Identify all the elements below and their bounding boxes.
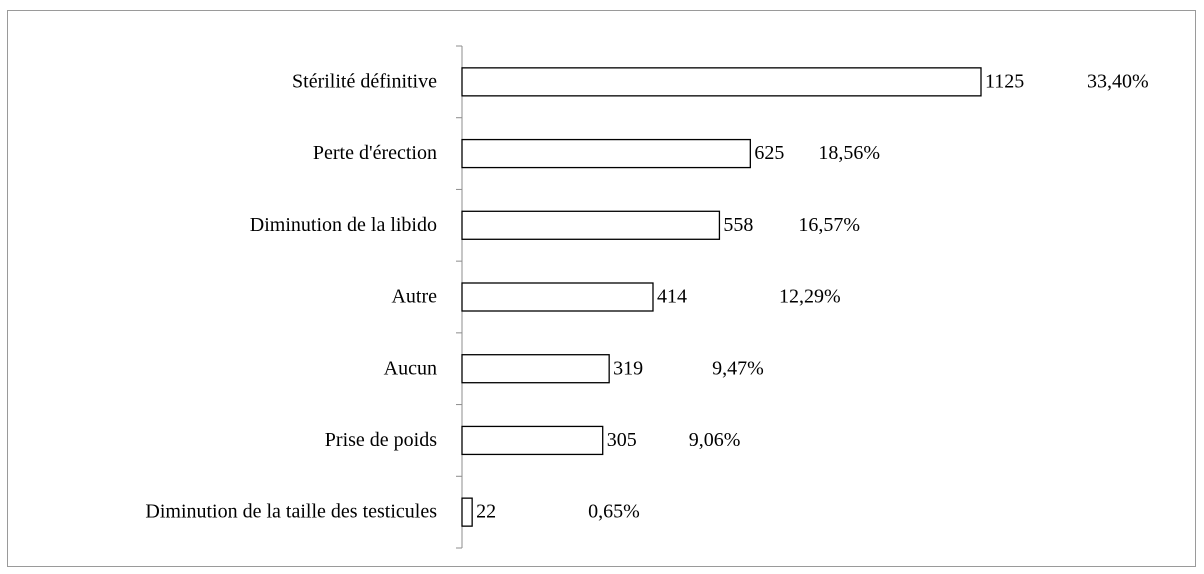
category-label: Stérilité définitive — [292, 70, 437, 92]
category-label: Autre — [391, 286, 437, 308]
bar — [461, 67, 982, 97]
category-label: Aucun — [384, 357, 437, 379]
value-label: 414 — [657, 286, 687, 308]
value-label: 22 — [476, 501, 496, 523]
percent-label: 9,06% — [689, 429, 741, 451]
bar — [461, 138, 751, 169]
percent-label: 33,40% — [1087, 70, 1149, 92]
percent-label: 0,65% — [588, 501, 640, 523]
percent-label: 9,47% — [712, 357, 764, 379]
percent-label: 16,57% — [798, 214, 860, 236]
value-label: 625 — [754, 142, 784, 164]
bar — [461, 354, 610, 384]
value-label: 1125 — [985, 70, 1024, 92]
category-label: Diminution de la libido — [250, 214, 437, 236]
value-label: 319 — [613, 357, 643, 379]
category-label: Prise de poids — [325, 429, 437, 451]
percent-label: 18,56% — [818, 142, 880, 164]
value-label: 305 — [607, 429, 637, 451]
bar — [461, 210, 721, 240]
percent-label: 12,29% — [779, 286, 841, 308]
category-label: Perte d'érection — [313, 142, 437, 164]
bar — [461, 425, 604, 456]
value-label: 558 — [723, 214, 753, 236]
bar — [461, 497, 473, 527]
category-label: Diminution de la taille des testicules — [145, 501, 437, 523]
bar — [461, 282, 654, 312]
